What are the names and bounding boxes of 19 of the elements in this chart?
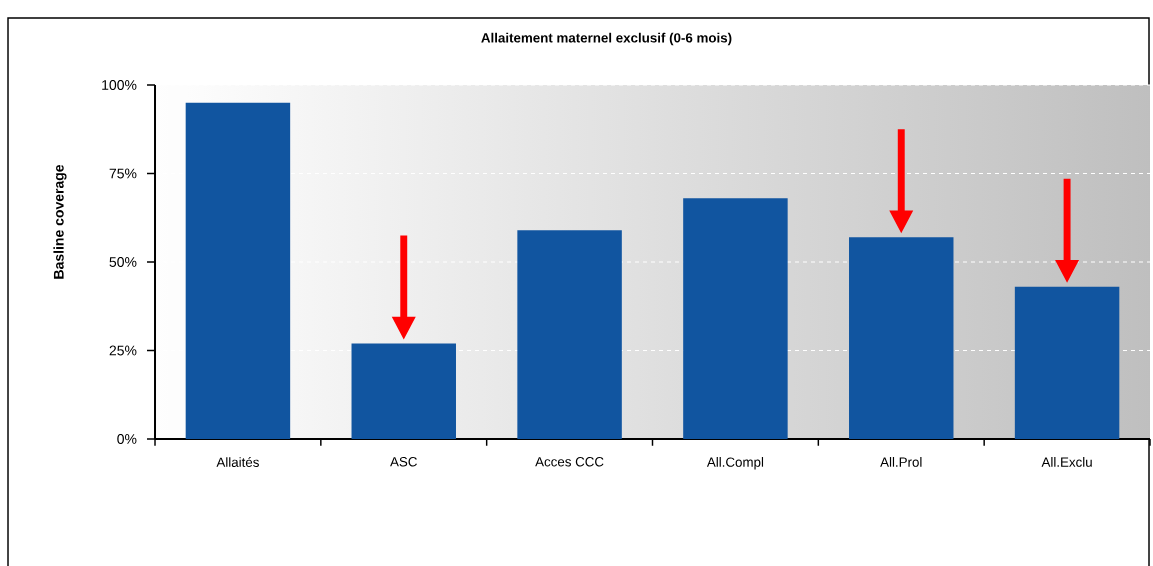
chart-title: Allaitement maternel exclusif (0-6 mois) [481,32,732,46]
bar [351,343,456,439]
y-tick-label: 25% [109,345,137,356]
y-tick-label: 0% [117,434,137,444]
x-tick-label: All.Prol [880,457,922,467]
y-tick-label: 50% [109,257,137,267]
bar [517,230,622,439]
x-tick-label: Allaités [216,457,259,467]
bar [1014,286,1120,439]
x-tick-label: All.Exclu [1041,457,1092,467]
bar [185,102,291,439]
x-tick-label: Acces CCC [535,457,604,467]
y-tick-label: 75% [109,168,137,179]
y-axis-title: Basline coverage [53,164,67,279]
bar [849,237,954,439]
bar [683,198,788,439]
x-tick-label: ASC [390,457,417,467]
y-tick-label: 100% [102,80,137,90]
x-tick-label: All.Compl [706,457,764,470]
